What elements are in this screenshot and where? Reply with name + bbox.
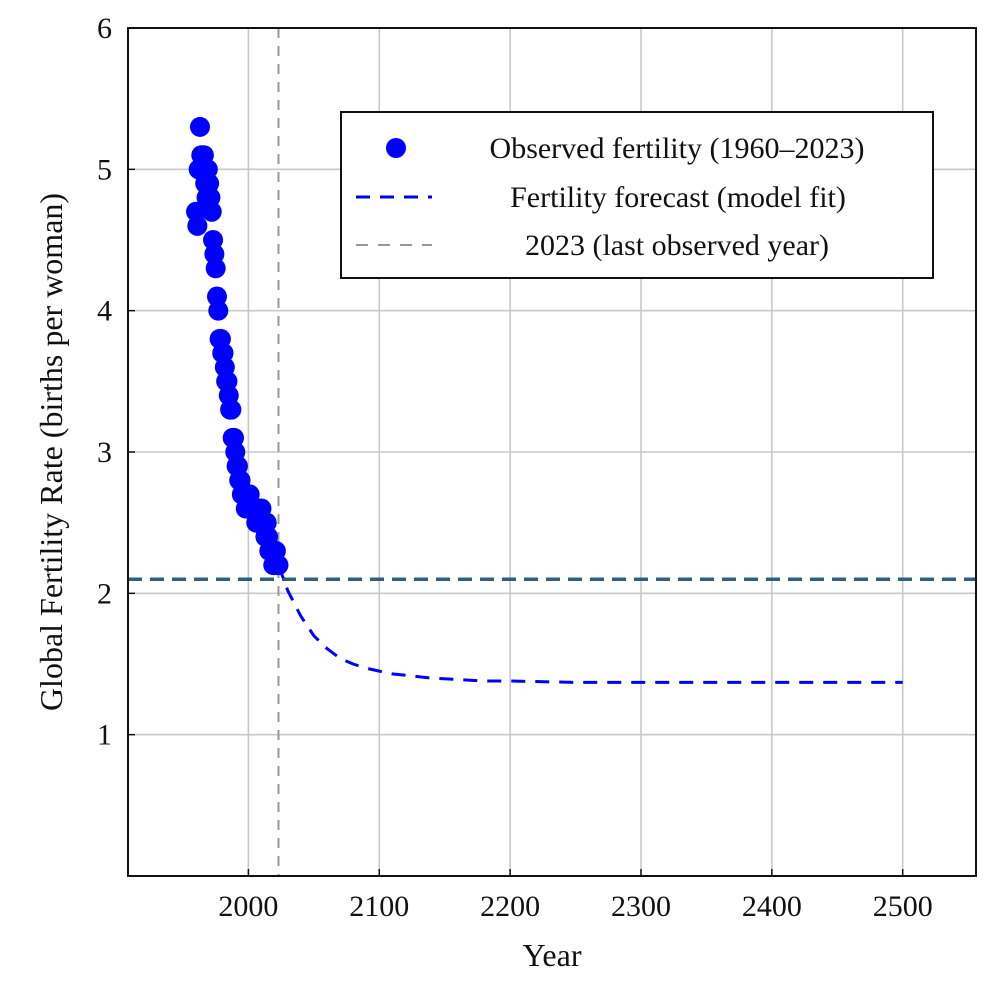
legend-label-observed: Observed fertility (1960–2023) — [490, 132, 865, 165]
observed-point — [208, 300, 229, 321]
legend-box — [340, 111, 934, 279]
observed-point — [205, 258, 226, 279]
y-tick-label: 3 — [97, 436, 112, 469]
y-tick-label: 4 — [97, 295, 112, 328]
y-axis-label: Global Fertility Rate (births per woman) — [33, 193, 69, 711]
y-tick-label: 6 — [97, 12, 112, 45]
observed-point — [189, 116, 210, 137]
plot-data — [128, 28, 976, 876]
x-tick-label: 2200 — [480, 890, 540, 923]
x-axis-label: Year — [523, 937, 582, 973]
forecast-line — [277, 564, 903, 684]
y-tick-label: 2 — [97, 577, 112, 610]
observed-point — [201, 201, 222, 222]
legend-label-last-year: 2023 (last observed year) — [525, 229, 829, 262]
axis-ticks: 2000 2100 2200 2300 2400 2500 1 2 3 4 5 6 — [97, 12, 933, 923]
y-tick-label: 1 — [97, 719, 112, 752]
legend-marker-observed — [386, 138, 406, 158]
x-tick-label: 2100 — [349, 890, 409, 923]
legend: Observed fertility (1960–2023) Fertility… — [340, 111, 934, 279]
observed-point — [268, 555, 289, 576]
observed-point — [187, 215, 208, 236]
y-tick-label: 5 — [97, 153, 112, 186]
legend-label-forecast: Fertility forecast (model fit) — [510, 181, 846, 214]
x-tick-label: 2500 — [873, 890, 933, 923]
x-tick-label: 2300 — [611, 890, 671, 923]
x-tick-label: 2000 — [218, 890, 278, 923]
x-tick-label: 2400 — [742, 890, 802, 923]
observed-point — [221, 399, 242, 420]
